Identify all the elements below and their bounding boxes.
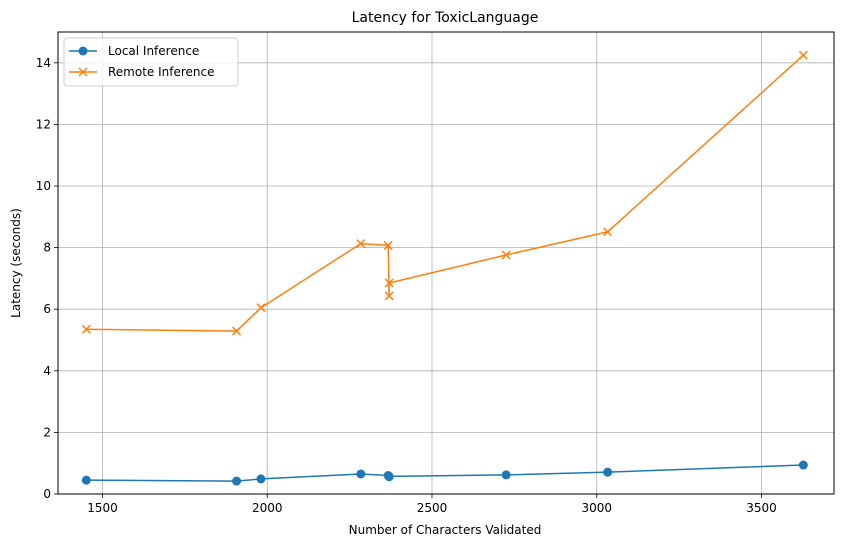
legend-label: Remote Inference — [108, 65, 215, 79]
y-tick-label: 6 — [43, 302, 51, 316]
data-point — [356, 239, 366, 249]
y-tick-label: 2 — [43, 425, 51, 439]
data-point — [383, 240, 393, 250]
y-tick-label: 0 — [43, 487, 51, 501]
data-point — [384, 471, 394, 481]
y-tick-label: 14 — [36, 56, 51, 70]
data-point — [384, 291, 394, 301]
x-marker-icon — [78, 67, 88, 77]
legend-label: Local Inference — [108, 44, 199, 58]
circle-marker-icon — [78, 46, 88, 56]
y-tick-label: 8 — [43, 241, 51, 255]
plot-area-frame — [57, 31, 835, 495]
data-point — [384, 278, 394, 288]
data-point — [798, 50, 808, 60]
data-point — [356, 469, 366, 479]
x-tick-label: 3500 — [746, 501, 777, 515]
data-point — [81, 475, 91, 485]
series-remote-inference — [81, 50, 808, 336]
data-point — [232, 476, 242, 486]
y-tick-label: 10 — [36, 179, 51, 193]
data-point — [232, 326, 242, 336]
legend-item-local-inference: Local Inference — [69, 44, 199, 58]
data-point — [798, 460, 808, 470]
y-axis-label: Latency (seconds) — [9, 208, 23, 318]
legend: Local Inference Remote Inference — [63, 37, 239, 87]
x-tick-label: 1500 — [87, 501, 118, 515]
data-point — [501, 250, 511, 260]
y-axis-ticks: 0 2 4 6 8 10 12 14 — [36, 56, 58, 501]
data-series — [81, 50, 808, 486]
x-axis-label: Number of Characters Validated — [349, 523, 542, 537]
data-point — [603, 467, 613, 477]
series-local-inference — [81, 460, 808, 486]
data-point — [256, 303, 266, 313]
chart-title: Latency for ToxicLanguage — [352, 10, 539, 26]
x-tick-label: 2500 — [417, 501, 448, 515]
data-point — [501, 470, 511, 480]
data-point — [603, 227, 613, 237]
x-tick-label: 3000 — [581, 501, 612, 515]
legend-item-remote-inference: Remote Inference — [69, 65, 215, 79]
grid-lines — [58, 32, 834, 495]
y-tick-label: 4 — [43, 364, 51, 378]
x-axis-ticks: 1500 2000 2500 3000 3500 — [87, 494, 777, 515]
data-point — [256, 474, 266, 484]
data-point — [81, 324, 91, 334]
y-tick-label: 12 — [36, 117, 51, 131]
x-tick-label: 2000 — [252, 501, 283, 515]
